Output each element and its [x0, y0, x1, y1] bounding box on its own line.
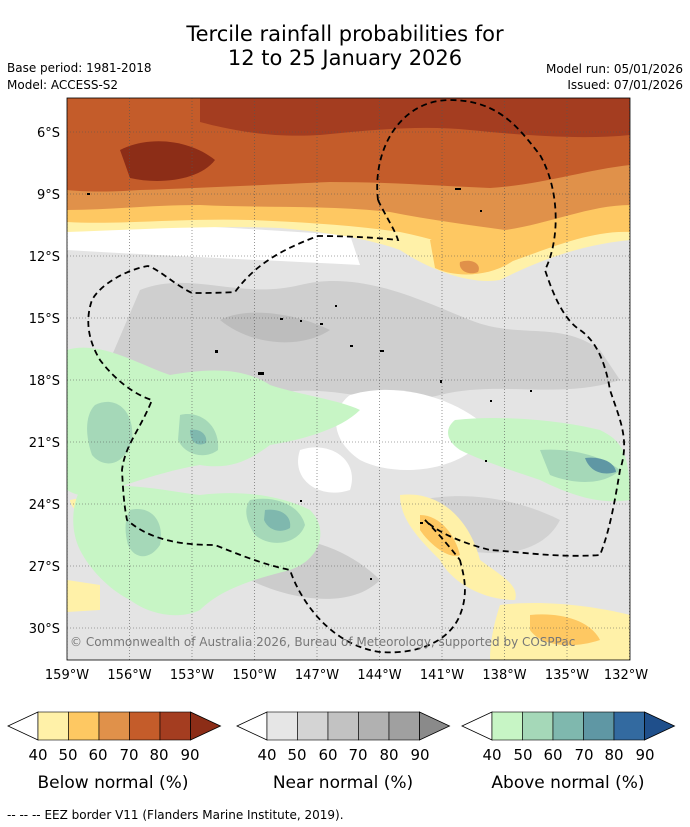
legend-below-normal-title: Below normal (%)	[38, 773, 189, 793]
issued-date: Issued: 07/01/2026	[567, 78, 683, 92]
lon-label: 159°W	[45, 668, 89, 683]
legend-1-swatch	[266, 711, 298, 741]
lon-label: 153°W	[170, 668, 214, 683]
lon-label: 156°W	[107, 668, 151, 683]
map-frame	[66, 97, 631, 661]
lat-label: 30°S	[29, 622, 60, 637]
legend-1-tick: 70	[348, 746, 367, 764]
legend-0-under-arrow	[7, 711, 39, 741]
legend-2-under-arrow	[461, 711, 493, 741]
model-run-date: Model run: 05/01/2026	[545, 62, 683, 76]
title-line-2: 12 to 25 January 2026	[227, 46, 463, 70]
longitude-labels: 159°W 156°W 153°W 150°W 147°W 144°W 141°…	[45, 668, 648, 683]
above-normal-50-region	[540, 449, 620, 482]
legend-2-tick: 40	[482, 746, 501, 764]
eez-line-sample: -- -- --	[7, 808, 41, 822]
legend-0-tick: 70	[119, 746, 138, 764]
legend-1-tick: 50	[287, 746, 306, 764]
legend-0-swatch	[159, 711, 191, 741]
lon-label: 150°W	[232, 668, 276, 683]
eez-source-note: EEZ border V11 (Flanders Marine Institut…	[44, 808, 344, 822]
lat-label: 27°S	[29, 560, 60, 575]
legend-0-tick: 60	[88, 746, 107, 764]
legend-0-swatch	[68, 711, 100, 741]
legend-1-swatch	[358, 711, 390, 741]
lon-label: 138°W	[482, 668, 526, 683]
legend-1-swatch	[388, 711, 420, 741]
above-normal-50-region	[87, 401, 133, 464]
legend-above-normal-title: Above normal (%)	[491, 773, 644, 793]
lon-label: 144°W	[357, 668, 401, 683]
near-normal-60-region	[110, 280, 620, 400]
legend-1-tick: 60	[318, 746, 337, 764]
legend-2-tick: 70	[574, 746, 593, 764]
legend-0-over-arrow	[190, 711, 222, 741]
below-normal-60-region	[459, 260, 479, 274]
legend-0-swatch	[37, 711, 69, 741]
above-normal-70-region	[585, 457, 616, 474]
island-markers	[87, 188, 532, 580]
no-dominant-region	[336, 389, 490, 470]
legend-2-tick: 60	[543, 746, 562, 764]
above-normal-60-region	[264, 509, 291, 531]
graticule	[67, 98, 630, 660]
legend-2-swatch	[613, 711, 645, 741]
legend-1-swatch	[297, 711, 329, 741]
map-field	[67, 98, 630, 660]
legend-1-tick: 80	[379, 746, 398, 764]
copyright-notice: © Commonwealth of Australia 2026, Bureau…	[70, 635, 575, 649]
title-line-1: Tercile rainfall probabilities for	[186, 22, 504, 46]
legend-2-swatch	[583, 711, 615, 741]
lon-label: 135°W	[545, 668, 589, 683]
lon-label: 147°W	[295, 668, 339, 683]
legend-2-swatch	[552, 711, 584, 741]
legend-1-over-arrow	[419, 711, 451, 741]
lat-label: 24°S	[29, 498, 60, 513]
legend-2-over-arrow	[644, 711, 676, 741]
lat-label: 12°S	[29, 250, 60, 265]
above-normal-40-region	[67, 347, 360, 496]
legend-colorbars	[7, 711, 676, 741]
base-period: Base period: 1981-2018	[7, 61, 152, 75]
legend-1-tick: 40	[257, 746, 276, 764]
lon-label: 141°W	[420, 668, 464, 683]
legend-0-swatch	[129, 711, 161, 741]
eez-border	[87, 99, 626, 654]
legend-0-tick: 50	[58, 746, 77, 764]
lat-label: 9°S	[37, 188, 60, 203]
legend-1-tick: 90	[410, 746, 429, 764]
near-normal-70-region	[220, 312, 330, 343]
model-name: Model: ACCESS-S2	[7, 78, 119, 92]
legend-2-tick: 80	[604, 746, 623, 764]
legend-2-tick: 50	[513, 746, 532, 764]
latitude-labels: 6°S 9°S 12°S 15°S 18°S 21°S 24°S 27°S 30…	[29, 126, 60, 637]
legend-0-tick: 40	[28, 746, 47, 764]
below-normal-40-region	[67, 580, 100, 612]
legend-near-normal-title: Near normal (%)	[273, 773, 413, 793]
legend-0-swatch	[98, 711, 130, 741]
below-normal-80-region	[200, 98, 630, 138]
lat-label: 15°S	[29, 312, 60, 327]
above-normal-60-region	[190, 429, 207, 445]
lat-label: 6°S	[37, 126, 60, 141]
lon-label: 132°W	[604, 668, 648, 683]
above-normal-50-region	[125, 509, 161, 557]
no-dominant-region	[298, 447, 352, 493]
legend-2-tick: 90	[635, 746, 654, 764]
legend-0-tick: 90	[180, 746, 199, 764]
legend-1-swatch	[327, 711, 359, 741]
legend-1-under-arrow	[236, 711, 268, 741]
lat-label: 18°S	[29, 374, 60, 389]
footer-legend-note: -- -- -- EEZ border V11 (Flanders Marine…	[7, 808, 344, 822]
legend-0-tick: 80	[149, 746, 168, 764]
legend-2-swatch	[491, 711, 523, 741]
below-normal-90-region	[120, 141, 215, 181]
lat-label: 21°S	[29, 436, 60, 451]
below-normal-50-region	[430, 236, 520, 275]
no-dominant-region	[67, 223, 360, 265]
below-normal-50-region	[530, 614, 600, 646]
legend-2-swatch	[522, 711, 554, 741]
